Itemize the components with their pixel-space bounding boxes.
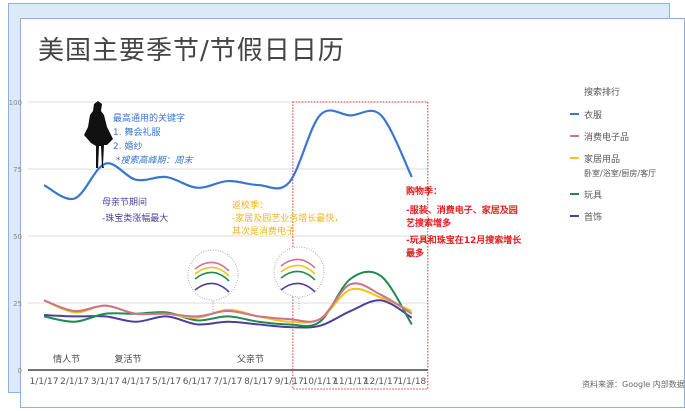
y-tick-label: 0 <box>18 367 22 375</box>
chart-card <box>20 18 685 408</box>
y-tick-label: 100 <box>9 99 22 107</box>
legend-label: 家居用品卧室/浴室/厨房/客厅 <box>584 152 656 179</box>
legend-item: 家居用品卧室/浴室/厨房/客厅 <box>570 152 656 179</box>
annotation-line: 母亲节期间 <box>102 198 148 208</box>
woman-silhouette-icon <box>84 101 113 168</box>
series-line-首饰 <box>43 299 413 329</box>
series-line-消费电子品 <box>43 282 413 323</box>
annotation-line: 返校季： <box>232 201 269 211</box>
x-tick-label: 9/1/17 <box>275 377 304 387</box>
inset-line <box>194 266 230 277</box>
x-tick-label: 8/1/17 <box>244 377 273 387</box>
y-tick-label: 25 <box>13 300 22 308</box>
annotation-line: 2. 婚纱 <box>113 142 143 152</box>
x-tick-label: 7/1/17 <box>213 377 242 387</box>
legend-name: 首饰 <box>584 213 603 223</box>
chart-title: 美国主要季节/节假日日历 <box>38 36 345 66</box>
series-line-玩具 <box>43 270 413 327</box>
legend-title: 搜索排行 <box>584 88 621 98</box>
annotation-line: 其次是消费电子 <box>232 227 296 237</box>
x-tick-label: 5/1/17 <box>152 377 181 387</box>
x-tick-label: 12/1/17 <box>364 377 399 387</box>
series-line-衣服 <box>43 109 413 201</box>
x-tick-label: 4/1/17 <box>121 377 150 387</box>
annotation-line: *搜索高峰期：周末 <box>116 156 193 166</box>
x-tick-label: 6/1/17 <box>183 377 212 387</box>
legend-swatch <box>570 193 579 195</box>
source-note: 资料来源：Google 内部数据 <box>582 380 685 389</box>
legend-label: 玩具 <box>584 188 602 201</box>
legend-swatch <box>570 113 579 115</box>
legend-label: 首饰 <box>584 210 602 223</box>
legend-name: 消费电子品 <box>584 133 630 143</box>
legend-item: 消费电子品 <box>570 130 656 143</box>
inset-line <box>280 282 316 293</box>
annotation-line: 艺搜索增多 <box>406 219 452 229</box>
legend-label: 消费电子品 <box>584 130 629 143</box>
x-tick-label: 1/1/17 <box>30 377 59 387</box>
event-label: 父亲节 <box>237 353 264 365</box>
y-tick-label: 75 <box>13 166 22 174</box>
legend-item: 衣服 <box>570 108 656 121</box>
annotation-line: 购物季： <box>406 187 443 197</box>
legend-name: 家居用品 <box>584 155 621 165</box>
legend-item: 首饰 <box>570 210 656 223</box>
inset-line <box>194 261 230 272</box>
inset-line <box>280 270 316 281</box>
annotation-keywords: 最高通用的关键字 1. 舞会礼服 2. 婚纱 *搜索高峰期：周末 <box>113 112 193 168</box>
annotation-line: 最多 <box>406 249 425 259</box>
annotation-line: -珠宝类涨幅最大 <box>102 214 169 224</box>
inset-line <box>194 271 230 282</box>
legend: 搜索排行 衣服消费电子品家居用品卧室/浴室/厨房/客厅 玩具首饰 <box>570 85 656 232</box>
inset-line <box>280 264 316 275</box>
legend-sub: 卧室/浴室/厨房/客厅 <box>584 169 657 178</box>
shopping-season-box <box>292 101 429 390</box>
annotation-line: 最高通用的关键字 <box>113 114 186 124</box>
inset-line <box>280 258 316 269</box>
x-tick-label: 3/1/17 <box>91 377 120 387</box>
x-tick-label: 11/1/17 <box>333 377 368 387</box>
annotation-shopping-season: 购物季： -服装、消费电子、家居及园 艺搜索增多 -玩具和珠宝在12月搜索增长 … <box>406 186 521 261</box>
magnifier-inset <box>187 249 239 301</box>
annotation-mothers-day: 母亲节期间 -珠宝类涨幅最大 <box>102 195 168 227</box>
annotation-line: -家居及园艺业务增长最快， <box>232 214 344 224</box>
legend-name: 衣服 <box>584 111 603 121</box>
x-tick-label: 2/1/17 <box>60 377 89 387</box>
legend-name: 玩具 <box>584 191 603 201</box>
legend-label: 衣服 <box>584 108 602 121</box>
legend-swatch <box>570 135 579 137</box>
annotation-back-to-school: 返校季： -家居及园艺业务增长最快， 其次是消费电子 <box>232 200 343 239</box>
annotation-line: 1. 舞会礼服 <box>113 128 161 138</box>
legend-swatch <box>570 215 579 217</box>
legend-item: 玩具 <box>570 188 656 201</box>
y-tick-label: 50 <box>13 233 22 241</box>
annotation-line: -服装、消费电子、家居及园 <box>406 206 518 216</box>
x-tick-label: 1/1/18 <box>397 377 426 387</box>
event-label: 情人节 <box>53 353 80 365</box>
x-tick-label: 10/1/17 <box>302 377 337 387</box>
event-label: 复活节 <box>114 353 141 365</box>
annotation-line: -玩具和珠宝在12月搜索增长 <box>406 236 522 246</box>
legend-swatch <box>570 157 579 159</box>
inset-line <box>194 282 230 293</box>
